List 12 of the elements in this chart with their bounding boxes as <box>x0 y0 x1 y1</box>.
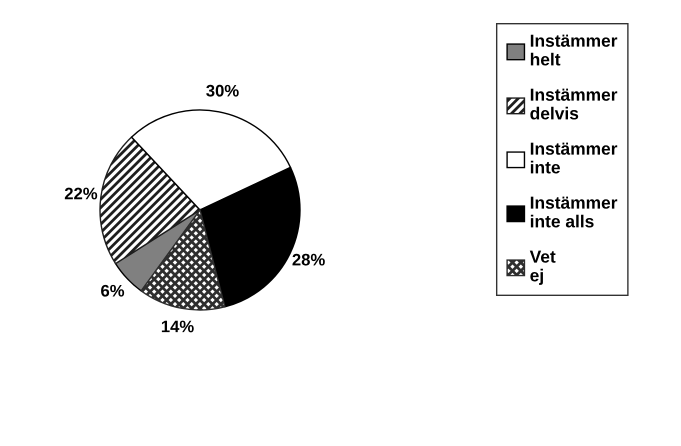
legend-label: Vet ej <box>530 250 556 285</box>
data-label: 14% <box>162 320 194 332</box>
data-label: 6% <box>101 284 124 297</box>
legend-label: Instämmer inte <box>530 142 618 174</box>
pie-slice <box>140 209 226 311</box>
data-label: 28% <box>292 254 325 266</box>
pie-slice <box>99 136 201 264</box>
legend-label: Instämmer helt <box>530 34 618 66</box>
data-label: 22% <box>64 188 98 200</box>
legend-label: Instämmer delvis <box>530 88 618 120</box>
legend-label: Instämmer inte alls <box>530 196 618 228</box>
data-label: 30% <box>206 84 239 97</box>
